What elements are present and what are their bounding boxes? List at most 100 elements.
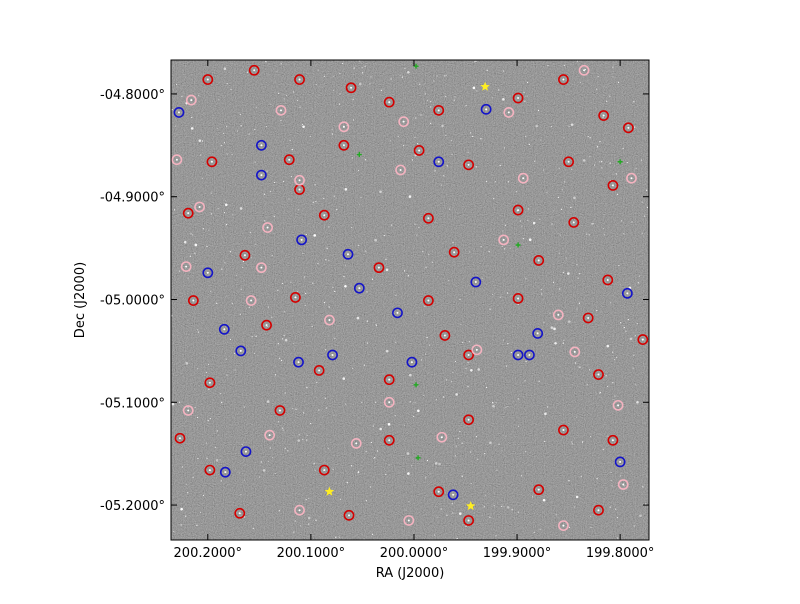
bg-star xyxy=(271,316,273,318)
bg-star xyxy=(191,116,193,119)
bg-star xyxy=(522,238,525,240)
source-marker xyxy=(350,437,362,449)
x-tick-label: 200.1000° xyxy=(277,546,346,561)
bg-star xyxy=(324,397,327,399)
marker-core xyxy=(437,490,440,493)
bg-star xyxy=(616,193,619,195)
bg-star xyxy=(411,465,413,467)
marker-core xyxy=(537,488,540,491)
bg-star xyxy=(560,208,563,210)
bg-star xyxy=(254,128,256,131)
marker-core xyxy=(641,338,644,341)
marker-core xyxy=(475,348,478,351)
marker-core xyxy=(437,160,440,163)
marker-core xyxy=(537,259,540,262)
source-marker xyxy=(296,234,308,246)
bg-star xyxy=(185,515,187,517)
bg-star xyxy=(528,143,530,145)
bg-star xyxy=(636,323,638,325)
bg-star xyxy=(507,343,509,345)
source-marker xyxy=(563,156,574,168)
bg-star xyxy=(459,298,461,301)
bg-star xyxy=(202,494,205,497)
source-marker xyxy=(533,484,545,496)
bg-star xyxy=(493,505,495,507)
bg-star xyxy=(291,149,293,151)
bg-star xyxy=(587,135,589,138)
source-marker xyxy=(498,234,510,246)
source-marker xyxy=(240,446,252,458)
bg-star xyxy=(502,98,505,101)
source-marker xyxy=(173,107,185,118)
bg-star xyxy=(305,499,307,501)
bg-star xyxy=(309,135,311,138)
bg-star xyxy=(297,209,299,211)
bg-star xyxy=(359,82,362,86)
bg-star xyxy=(306,434,308,437)
source-marker xyxy=(568,216,580,228)
bg-star xyxy=(481,277,483,280)
bg-star xyxy=(339,72,341,75)
bg-star xyxy=(206,245,208,248)
bg-star xyxy=(376,450,379,452)
bg-star xyxy=(371,533,374,535)
marker-ring xyxy=(187,295,199,306)
source-marker xyxy=(433,486,445,498)
x-tick-label: 199.8000° xyxy=(586,546,655,561)
bg-star xyxy=(642,486,644,488)
bg-star xyxy=(240,494,242,496)
bg-star xyxy=(465,525,467,527)
bg-star xyxy=(370,76,372,78)
bg-star xyxy=(374,238,377,242)
bg-star xyxy=(451,153,453,155)
bg-star xyxy=(505,406,507,408)
bg-star xyxy=(617,537,619,539)
marker-core xyxy=(178,437,181,440)
bg-star xyxy=(597,76,599,78)
bg-star xyxy=(243,406,246,408)
source-marker xyxy=(448,246,460,258)
bg-star xyxy=(328,306,330,308)
bg-star xyxy=(242,260,245,263)
bg-star xyxy=(430,122,432,124)
marker-ring xyxy=(612,399,624,411)
sky-noise xyxy=(171,60,649,540)
marker-core xyxy=(517,209,520,212)
bg-star xyxy=(196,329,199,331)
bg-star xyxy=(492,97,494,99)
marker-core xyxy=(239,349,242,352)
marker-core xyxy=(562,429,565,432)
bg-star xyxy=(509,247,511,249)
bg-star xyxy=(506,292,509,294)
bg-star xyxy=(223,211,226,214)
source-marker xyxy=(614,456,626,468)
marker-core xyxy=(187,212,190,215)
bg-star xyxy=(335,536,337,538)
bg-star xyxy=(567,272,570,275)
source-marker xyxy=(582,312,594,324)
bg-star xyxy=(358,244,360,247)
bg-star xyxy=(301,123,303,126)
source-marker xyxy=(383,96,395,108)
bg-star xyxy=(470,368,473,372)
bg-star xyxy=(385,268,389,272)
bg-star xyxy=(573,196,576,200)
bg-star xyxy=(502,230,504,232)
bg-star xyxy=(262,469,266,472)
source-marker xyxy=(533,255,545,266)
bg-star xyxy=(314,469,316,471)
bg-star xyxy=(293,91,295,93)
marker-ring xyxy=(593,369,604,380)
bg-star xyxy=(313,234,317,237)
bg-star xyxy=(568,480,570,482)
source-marker xyxy=(342,248,354,260)
bg-star xyxy=(517,511,519,513)
marker-ring xyxy=(202,74,214,85)
bg-star xyxy=(646,189,648,191)
source-marker xyxy=(383,434,395,446)
source-marker xyxy=(593,369,604,380)
marker-core xyxy=(238,512,241,515)
bg-star xyxy=(339,498,342,500)
source-marker xyxy=(338,121,350,133)
source-marker xyxy=(463,515,475,526)
